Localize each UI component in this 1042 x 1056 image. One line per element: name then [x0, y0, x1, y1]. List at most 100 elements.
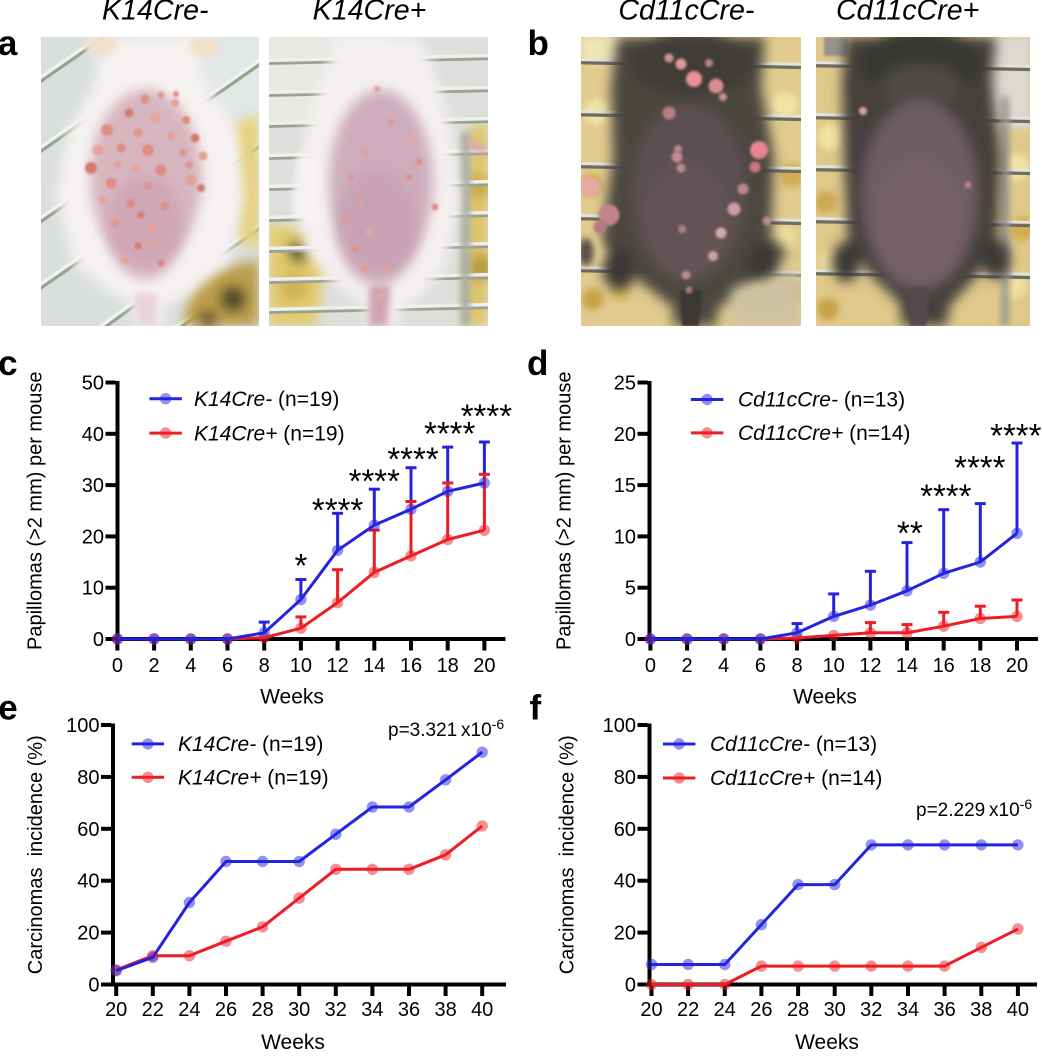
svg-text:10: 10	[290, 655, 312, 677]
svg-text:14: 14	[896, 655, 918, 677]
svg-text:10: 10	[82, 578, 104, 600]
svg-text:12: 12	[859, 655, 881, 677]
svg-text:4: 4	[185, 655, 196, 677]
svg-text:30: 30	[824, 999, 846, 1021]
svg-text:6: 6	[222, 655, 233, 677]
svg-text:26: 26	[215, 999, 237, 1021]
svg-text:0: 0	[625, 975, 636, 997]
svg-text:80: 80	[614, 767, 636, 789]
svg-text:32: 32	[325, 999, 347, 1021]
svg-text:Papillomas (>2 mm) per mouse: Papillomas (>2 mm) per mouse	[554, 372, 576, 650]
svg-text:Weeks: Weeks	[261, 1031, 325, 1054]
svg-text:18: 18	[437, 655, 459, 677]
svg-text:0: 0	[645, 655, 656, 677]
svg-text:16: 16	[400, 655, 422, 677]
svg-text:20: 20	[614, 424, 636, 446]
svg-text:12: 12	[326, 655, 348, 677]
svg-text:4: 4	[718, 655, 729, 677]
svg-text:100: 100	[603, 715, 636, 737]
svg-text:38: 38	[434, 999, 456, 1021]
svg-text:0: 0	[93, 629, 104, 651]
svg-text:K14Cre+: K14Cre+	[313, 0, 427, 27]
svg-text:20: 20	[82, 526, 104, 548]
svg-text:K14Cre+ (n=19): K14Cre+ (n=19)	[178, 767, 329, 790]
svg-text:20: 20	[614, 923, 636, 945]
svg-text:**: **	[897, 515, 923, 552]
svg-text:Cd11cCre+ (n=14): Cd11cCre+ (n=14)	[738, 422, 910, 445]
svg-text:60: 60	[77, 819, 99, 841]
svg-text:e: e	[0, 689, 18, 728]
svg-text:80: 80	[77, 767, 99, 789]
svg-text:Carcinomas incidence (%): Carcinomas incidence (%)	[557, 735, 579, 974]
svg-text:d: d	[527, 344, 548, 383]
svg-text:40: 40	[471, 999, 493, 1021]
svg-text:Cd11cCre+: Cd11cCre+	[836, 0, 979, 27]
svg-text:K14Cre+ (n=19): K14Cre+ (n=19)	[194, 422, 345, 445]
svg-text:f: f	[530, 689, 542, 728]
svg-text:****: ****	[312, 491, 364, 528]
svg-text:****: ****	[424, 415, 476, 452]
svg-text:36: 36	[398, 999, 420, 1021]
svg-text:22: 22	[677, 999, 699, 1021]
svg-text:Weeks: Weeks	[795, 1031, 859, 1054]
svg-text:60: 60	[614, 819, 636, 841]
svg-text:K14Cre- (n=19): K14Cre- (n=19)	[194, 388, 339, 411]
svg-text:2: 2	[149, 655, 160, 677]
svg-text:34: 34	[897, 999, 919, 1021]
svg-text:K14Cre-: K14Cre-	[102, 0, 208, 27]
svg-text:20: 20	[473, 655, 495, 677]
svg-text:****: ****	[461, 398, 513, 435]
svg-text:20: 20	[1006, 655, 1028, 677]
svg-text:38: 38	[970, 999, 992, 1021]
svg-text:Cd11cCre+ (n=14): Cd11cCre+ (n=14)	[710, 767, 882, 790]
svg-text:0: 0	[625, 629, 636, 651]
svg-text:26: 26	[750, 999, 772, 1021]
svg-text:****: ****	[990, 417, 1042, 454]
svg-text:****: ****	[954, 449, 1006, 486]
svg-text:30: 30	[82, 475, 104, 497]
svg-text:24: 24	[178, 999, 200, 1021]
svg-text:15: 15	[614, 475, 636, 497]
svg-text:10: 10	[823, 655, 845, 677]
svg-text:20: 20	[77, 923, 99, 945]
svg-text:28: 28	[787, 999, 809, 1021]
svg-text:*: *	[294, 547, 307, 584]
svg-text:28: 28	[251, 999, 273, 1021]
svg-text:24: 24	[714, 999, 736, 1021]
svg-text:40: 40	[614, 871, 636, 893]
svg-text:Cd11cCre- (n=13): Cd11cCre- (n=13)	[710, 733, 877, 756]
svg-text:Weeks: Weeks	[793, 686, 857, 709]
svg-text:20: 20	[105, 999, 127, 1021]
svg-text:b: b	[528, 24, 549, 63]
svg-text:Papillomas (>2 mm) per mouse: Papillomas (>2 mm) per mouse	[25, 372, 47, 650]
svg-text:****: ****	[920, 477, 972, 514]
svg-text:8: 8	[791, 655, 802, 677]
svg-text:20: 20	[640, 999, 662, 1021]
svg-text:p=3.321 x10-6: p=3.321 x10-6	[388, 716, 504, 741]
svg-text:c: c	[0, 344, 18, 383]
svg-text:36: 36	[933, 999, 955, 1021]
svg-text:16: 16	[933, 655, 955, 677]
svg-text:10: 10	[614, 526, 636, 548]
svg-text:****: ****	[387, 441, 439, 478]
svg-text:Cd11cCre- (n=13): Cd11cCre- (n=13)	[738, 389, 905, 412]
svg-text:****: ****	[349, 463, 401, 500]
svg-text:32: 32	[860, 999, 882, 1021]
svg-text:8: 8	[259, 655, 270, 677]
svg-text:a: a	[0, 24, 18, 63]
svg-text:30: 30	[288, 999, 310, 1021]
svg-text:6: 6	[755, 655, 766, 677]
svg-text:40: 40	[1007, 999, 1029, 1021]
svg-text:2: 2	[682, 655, 693, 677]
svg-text:0: 0	[88, 975, 99, 997]
svg-text:0: 0	[112, 655, 123, 677]
svg-text:18: 18	[969, 655, 991, 677]
svg-text:22: 22	[142, 999, 164, 1021]
svg-text:5: 5	[625, 578, 636, 600]
svg-text:100: 100	[66, 715, 99, 737]
svg-text:40: 40	[82, 424, 104, 446]
svg-text:Weeks: Weeks	[260, 686, 324, 709]
svg-text:14: 14	[363, 655, 385, 677]
svg-text:34: 34	[361, 999, 383, 1021]
svg-text:50: 50	[82, 373, 104, 395]
